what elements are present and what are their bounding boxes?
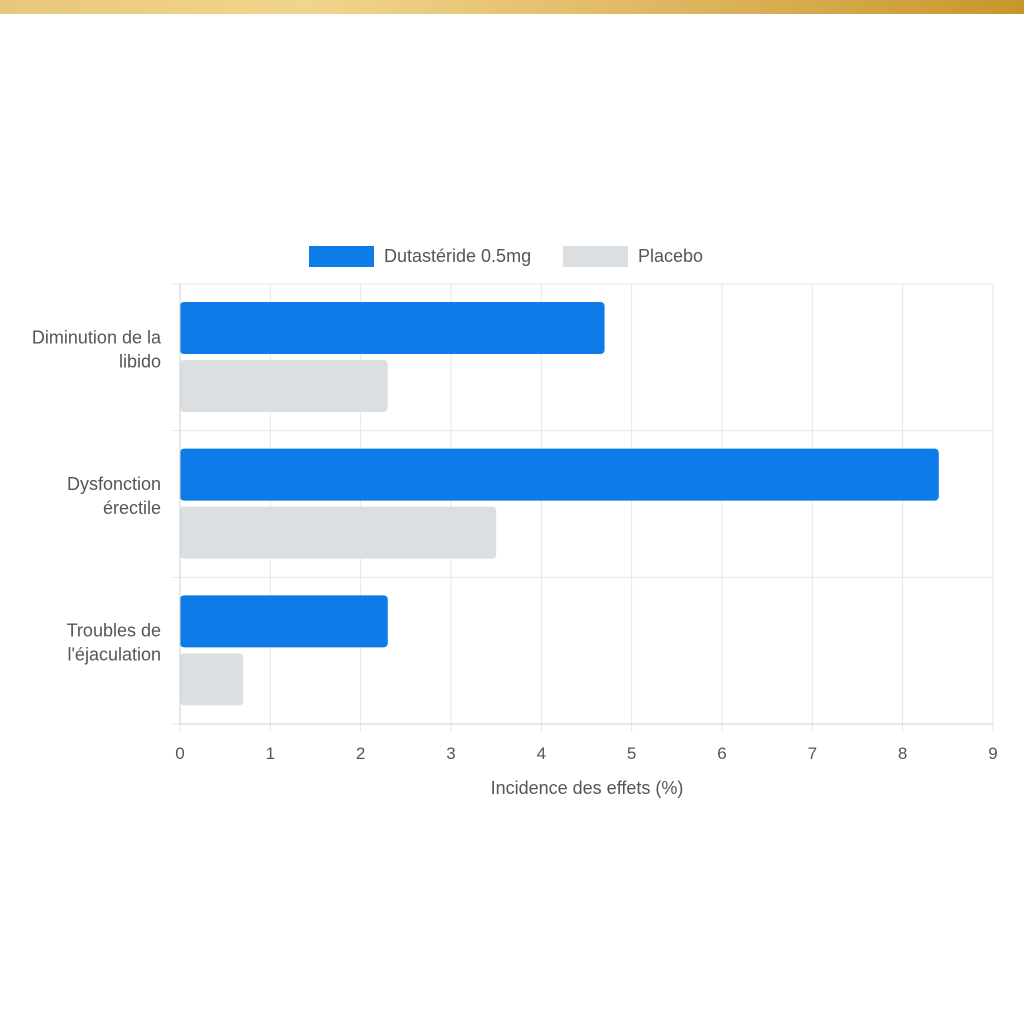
y-category-label: libido	[119, 351, 161, 371]
x-tick-label: 4	[537, 744, 546, 763]
legend-label[interactable]: Dutastéride 0.5mg	[384, 246, 531, 266]
x-tick-label: 0	[175, 744, 184, 763]
legend[interactable]: Dutastéride 0.5mg Placebo	[309, 246, 703, 267]
y-category-label: Dysfonction	[67, 474, 161, 494]
legend-swatch[interactable]	[309, 246, 374, 267]
axes: 0 1 2 3 4 5 6 7 8 9 Diminution de la libido Dysfonct…	[32, 284, 998, 763]
x-tick-label: 3	[446, 744, 455, 763]
y-category-label: Diminution de la	[32, 327, 162, 347]
bar-dutast-ride-0-5mg-2[interactable]	[180, 595, 388, 648]
bar-dutast-ride-0-5mg-0[interactable]	[180, 302, 605, 354]
legend-label[interactable]: Placebo	[638, 246, 703, 266]
x-tick-label: 8	[898, 744, 907, 763]
bar-placebo-1[interactable]	[180, 506, 497, 559]
bar-dutast-ride-0-5mg-1[interactable]	[180, 448, 939, 501]
x-tick-label: 2	[356, 744, 365, 763]
x-tick-label: 6	[717, 744, 726, 763]
bar-placebo-2[interactable]	[180, 653, 244, 706]
x-tick-label: 1	[266, 744, 275, 763]
legend-swatch[interactable]	[563, 246, 628, 267]
y-category-label: l'éjaculation	[68, 645, 162, 665]
x-tick-label: 9	[988, 744, 997, 763]
bars	[180, 302, 939, 706]
x-tick-label: 5	[627, 744, 636, 763]
decorative-top-bar	[0, 0, 1024, 14]
x-tick-label: 7	[808, 744, 817, 763]
y-category-label: Troubles de	[67, 621, 161, 641]
y-category-label: érectile	[103, 498, 161, 518]
bar-placebo-0[interactable]	[180, 360, 388, 412]
x-axis-label: Incidence des effets (%)	[491, 778, 684, 798]
